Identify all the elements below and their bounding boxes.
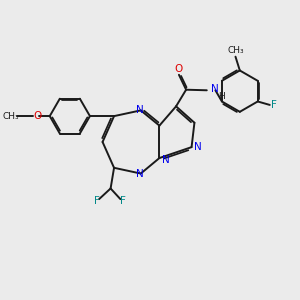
Text: O: O — [34, 111, 42, 121]
Text: CH₃: CH₃ — [2, 112, 19, 121]
Text: N: N — [136, 169, 144, 179]
Text: CH₃: CH₃ — [227, 46, 244, 56]
Text: F: F — [120, 196, 126, 206]
Text: N: N — [194, 142, 202, 152]
Text: F: F — [272, 100, 277, 110]
Text: F: F — [94, 196, 100, 206]
Text: O: O — [174, 64, 182, 74]
Text: N: N — [136, 105, 144, 115]
Text: N: N — [162, 155, 170, 165]
Text: H: H — [218, 92, 224, 101]
Text: N: N — [211, 84, 219, 94]
